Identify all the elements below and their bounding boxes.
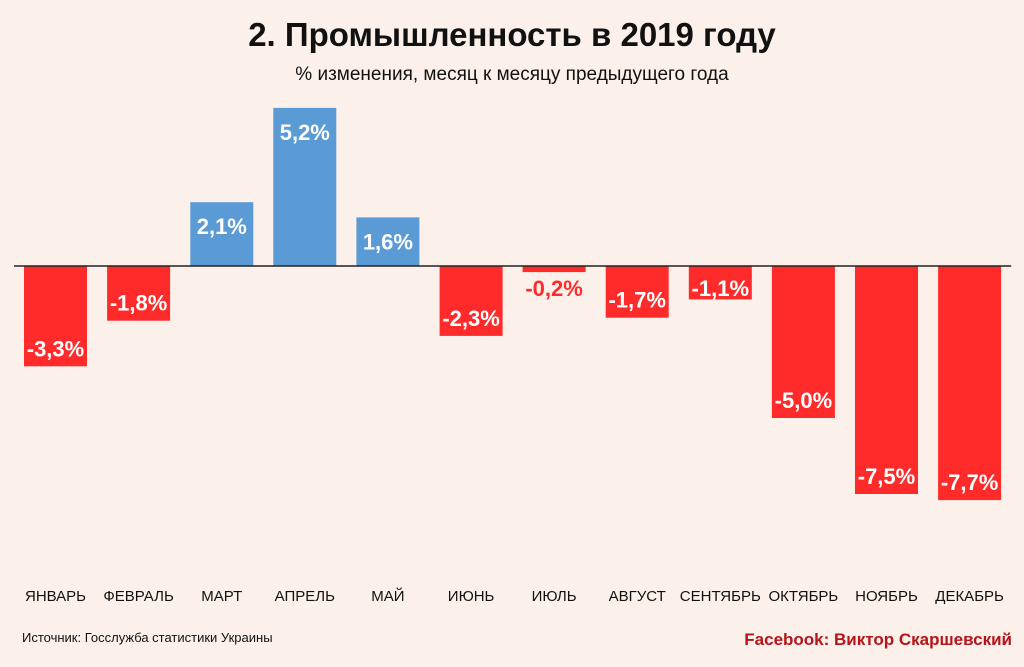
data-label-7: -0,2% xyxy=(525,276,582,301)
bar-12 xyxy=(938,266,1002,501)
author-credit: Facebook: Виктор Скаршевский xyxy=(744,630,1012,649)
chart-subtitle: % изменения, месяц к месяцу предыдущего … xyxy=(295,64,729,85)
category-label-4: АПРЕЛЬ xyxy=(275,588,335,605)
bar-6 xyxy=(439,266,503,336)
data-label-11: -7,5% xyxy=(858,464,915,489)
bar-4 xyxy=(273,107,337,267)
data-labels-group: -3,3% -1,8% 2,1% 5,2% 1,6% -2,3% -0,2% -1,7% -1,… xyxy=(27,120,999,495)
bar-2 xyxy=(107,266,171,321)
bar-10 xyxy=(771,266,835,418)
bar-5 xyxy=(356,217,420,266)
category-label-3: МАРТ xyxy=(201,588,242,605)
bar-9 xyxy=(688,266,752,300)
bar-8 xyxy=(605,266,669,318)
data-label-4: 5,2% xyxy=(280,120,330,145)
category-label-9: СЕНТЯБРЬ xyxy=(680,588,761,605)
data-label-5: 1,6% xyxy=(363,229,413,254)
bar-11 xyxy=(855,266,918,494)
category-label-10: ОКТЯБРЬ xyxy=(769,588,839,605)
bar-3 xyxy=(190,202,254,266)
category-labels-group: ЯНВАРЬ ФЕВРАЛЬ МАРТ АПРЕЛЬ МАЙ ИЮНЬ ИЮЛЬ АВГУСТ… xyxy=(25,587,1004,605)
category-label-11: НОЯБРЬ xyxy=(855,588,918,605)
data-label-2: -1,8% xyxy=(110,291,167,316)
category-label-2: ФЕВРАЛЬ xyxy=(103,588,174,605)
bar-1 xyxy=(24,266,87,367)
data-label-1: -3,3% xyxy=(27,336,84,361)
bars-group xyxy=(24,107,1002,501)
category-label-1: ЯНВАРЬ xyxy=(25,588,86,605)
category-label-8: АВГУСТ xyxy=(609,588,666,605)
chart-title: 2. Промышленность в 2019 году xyxy=(248,16,776,53)
category-label-12: ДЕКАБРЬ xyxy=(935,588,1004,605)
data-label-12: -7,7% xyxy=(941,470,998,495)
category-label-5: МАЙ xyxy=(371,587,404,605)
category-label-7: ИЮЛЬ xyxy=(532,588,577,605)
data-label-3: 2,1% xyxy=(197,214,247,239)
bar-7 xyxy=(522,266,586,273)
source-note: Источник: Госслужба статистики Украины xyxy=(22,630,273,645)
data-label-8: -1,7% xyxy=(608,288,665,313)
data-label-6: -2,3% xyxy=(442,306,499,331)
category-label-6: ИЮНЬ xyxy=(448,588,495,605)
data-label-10: -5,0% xyxy=(775,388,832,413)
data-label-9: -1,1% xyxy=(692,276,749,301)
